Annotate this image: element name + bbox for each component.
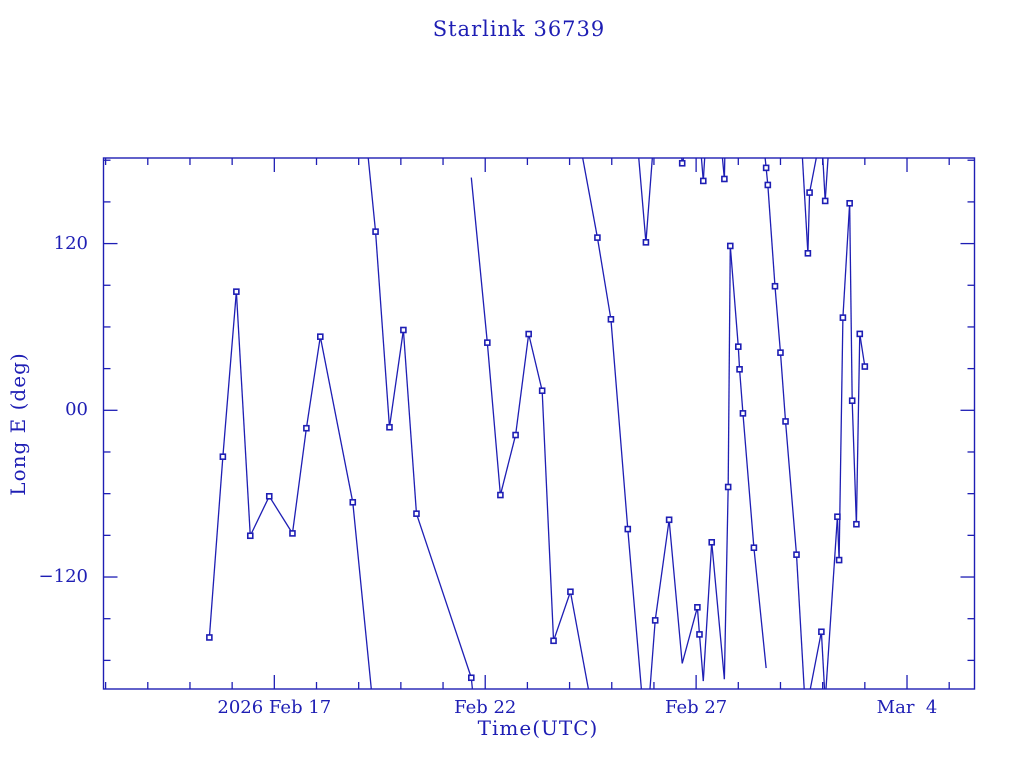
x-axis-label: Time(UTC) xyxy=(477,716,599,740)
y-tick-label: 00 xyxy=(65,399,88,421)
data-point-marker xyxy=(594,234,601,241)
data-point-marker xyxy=(386,423,393,431)
data-polyline xyxy=(208,158,866,689)
data-point-marker xyxy=(721,175,728,183)
data-point-marker xyxy=(400,326,407,334)
data-point-marker xyxy=(708,538,716,546)
data-point-marker xyxy=(484,339,491,346)
data-point-marker xyxy=(821,197,829,205)
data-point-marker xyxy=(726,242,734,250)
data-point-marker xyxy=(806,189,813,196)
data-point-marker xyxy=(497,491,504,499)
data-point-marker xyxy=(739,410,747,417)
data-point-marker xyxy=(512,431,519,439)
data-point-marker xyxy=(413,510,420,517)
data-point-marker xyxy=(699,177,707,185)
data-point-marker xyxy=(848,397,856,405)
data-point-marker xyxy=(777,349,784,356)
data-point-marker xyxy=(317,333,324,340)
data-point-marker xyxy=(349,498,357,506)
data-point-marker xyxy=(793,551,800,558)
data-point-marker xyxy=(567,588,574,596)
data-point-marker xyxy=(694,604,701,611)
data-markers xyxy=(206,159,869,682)
data-point-marker xyxy=(764,181,772,189)
data-point-marker xyxy=(538,387,546,395)
data-point-marker xyxy=(762,164,770,172)
data-point-marker xyxy=(642,239,650,246)
data-point-marker xyxy=(624,525,632,533)
data-point-marker xyxy=(289,530,296,537)
data-point-marker xyxy=(696,631,703,638)
data-point-marker xyxy=(818,628,825,636)
y-tick-label: 120 xyxy=(53,232,88,254)
data-point-marker xyxy=(856,330,864,338)
data-point-marker xyxy=(839,314,847,321)
data-point-marker xyxy=(835,556,843,564)
data-point-marker xyxy=(834,513,841,521)
y-tick-label: −120 xyxy=(38,566,88,588)
data-point-marker xyxy=(233,288,240,295)
data-point-marker xyxy=(861,363,869,370)
axis-ticks xyxy=(103,158,975,689)
data-point-marker xyxy=(206,634,213,641)
chart-title: Starlink 36739 xyxy=(432,17,606,41)
data-point-marker xyxy=(846,199,853,207)
data-point-marker xyxy=(853,520,860,528)
x-tick-label: Mar 4 xyxy=(876,697,938,718)
data-point-marker xyxy=(468,674,475,682)
data-point-marker xyxy=(246,532,254,540)
data-point-marker xyxy=(651,617,659,624)
data-point-marker xyxy=(607,316,615,323)
data-point-marker xyxy=(665,516,673,524)
data-point-marker xyxy=(303,424,310,432)
data-point-marker xyxy=(265,493,273,500)
x-tick-label: Feb 22 xyxy=(454,697,517,718)
data-point-marker xyxy=(372,228,379,235)
x-tick-label: 2026 Feb 17 xyxy=(217,697,332,718)
data-point-marker xyxy=(750,544,758,552)
data-point-marker xyxy=(678,159,686,167)
data-point-marker xyxy=(771,282,779,290)
data-point-marker xyxy=(736,366,743,373)
data-point-marker xyxy=(724,483,732,491)
data-point-marker xyxy=(782,418,789,425)
data-point-marker xyxy=(525,330,532,338)
data-point-marker xyxy=(219,453,227,461)
data-point-marker xyxy=(550,637,557,645)
data-point-marker xyxy=(734,343,742,350)
data-point-marker xyxy=(804,250,812,257)
plot-frame xyxy=(102,157,976,690)
x-tick-label: Feb 27 xyxy=(664,697,728,718)
